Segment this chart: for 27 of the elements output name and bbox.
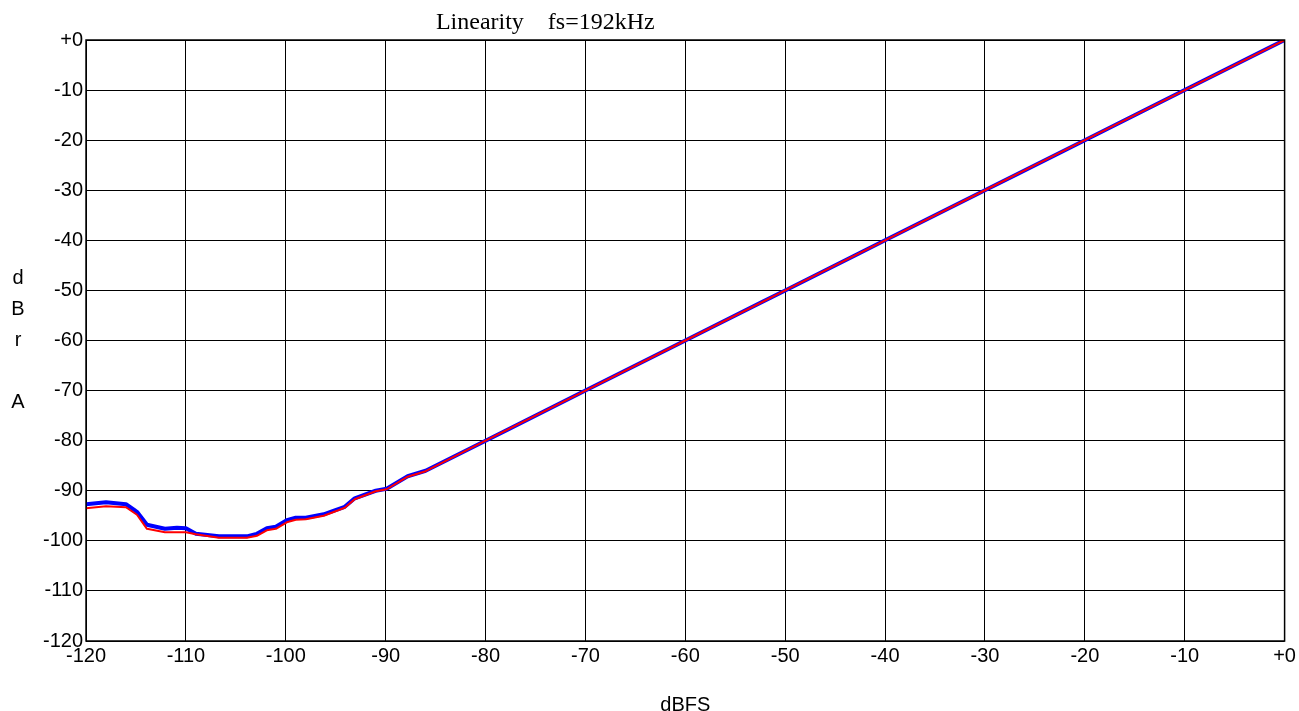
x-tick-label: -80	[471, 643, 501, 666]
y-tick-label: +0	[60, 27, 84, 50]
text: dBr A	[11, 266, 25, 413]
y-tick-label: -70	[54, 378, 84, 401]
y-tick-label: -80	[54, 428, 84, 451]
x-tick-label: -20	[1070, 643, 1100, 666]
y-tick-label: -110	[44, 578, 84, 601]
x-axis-title: dBFS	[660, 692, 711, 711]
chart-title: Linearity fs=192kHz	[435, 8, 655, 35]
x-tick-label: -70	[570, 643, 600, 666]
x-tick-label: -100	[265, 643, 306, 666]
x-tick-label: -10	[1170, 643, 1200, 666]
x-tick-label: -50	[770, 643, 800, 666]
y-tick-label: -30	[54, 177, 84, 200]
y-tick-label: -40	[54, 227, 84, 250]
x-tick-label: -30	[970, 643, 1000, 666]
y-tick-label: -50	[54, 277, 84, 300]
x-tick-label: -60	[670, 643, 700, 666]
y-tick-label: -100	[43, 528, 84, 551]
x-tick-label: -90	[371, 643, 401, 666]
y-tick-label: -90	[54, 478, 84, 501]
y-tick-label: -10	[54, 77, 84, 100]
x-tick-label: -110	[166, 643, 206, 666]
y-tick-label: -60	[54, 328, 84, 351]
y-tick-label: -20	[54, 127, 84, 150]
x-tick-label: +0	[1273, 643, 1296, 666]
x-tick-label: -40	[870, 643, 900, 666]
